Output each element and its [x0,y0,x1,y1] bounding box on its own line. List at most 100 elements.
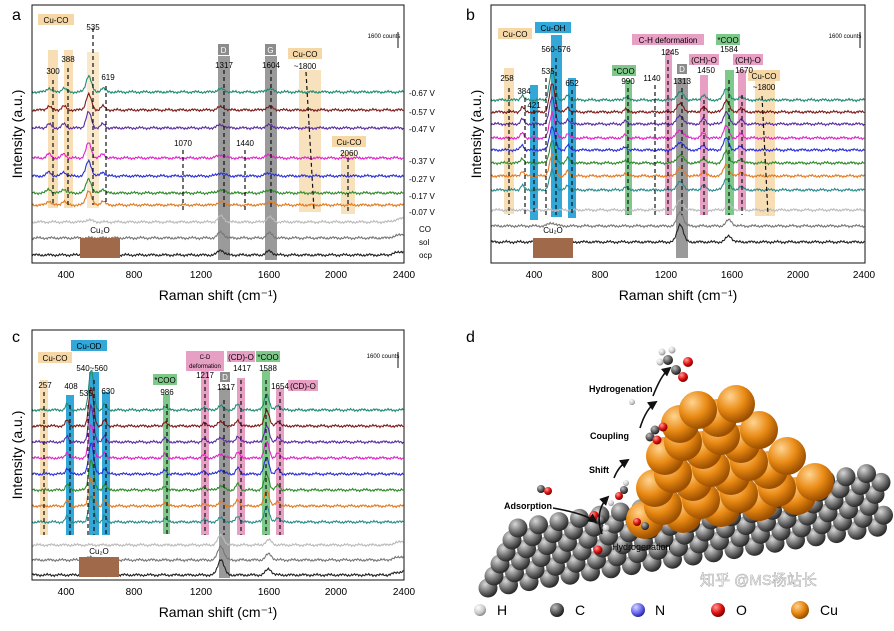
svg-text:1317: 1317 [215,61,233,70]
adsorbate-atom [629,399,635,405]
tag-a-cuco1-text: Cu-CO [44,16,69,25]
tag-a-g [265,44,276,55]
adsorbate-atom [608,500,614,506]
svg-text:1600: 1600 [721,270,744,281]
svg-text:1200: 1200 [190,587,213,598]
adsorbate-atom [683,357,693,367]
svg-text:O: O [736,602,747,618]
tag-a-cuco2-text: Cu-CO [293,50,318,59]
adsorbate-atom [656,358,664,366]
cu2o-label-c: Cu₂O [89,547,109,556]
substrate-atom [874,505,893,525]
watermark: 知乎 @MS杨站长 [700,572,817,589]
trace-line [490,126,865,153]
svg-text:-0.37 V: -0.37 V [409,157,435,166]
svg-text:2060: 2060 [340,149,358,158]
svg-text:258: 258 [500,74,514,83]
svg-text:(CH)-O: (CH)-O [691,56,717,65]
svg-text:1070: 1070 [174,139,192,148]
trace-line [31,177,404,196]
svg-text:388: 388 [61,55,75,64]
adsorbate-atom [658,348,666,356]
tags-a: Cu-CO D G Cu-CO Cu-CO [38,14,366,147]
trace-line [490,67,865,103]
traces-c [31,369,404,578]
svg-text:1245: 1245 [661,48,679,57]
legend-h-icon [474,604,486,616]
adsorbate-atom [652,435,662,445]
svg-text:-0.17 V: -0.17 V [409,192,435,201]
trace-line [31,190,404,208]
frame-c [31,329,405,581]
svg-text:2400: 2400 [393,587,416,598]
cu2o-box-a [80,238,120,258]
step-hydrogenation-top: Hydrogenation [589,384,653,394]
trace-line [490,152,865,179]
ylabel-c: Intensity (a.u.) [9,411,25,500]
substrate-atom [857,464,876,484]
svg-text:1654: 1654 [271,382,289,391]
svg-text:*COO: *COO [717,36,738,45]
svg-text:986: 986 [160,388,174,397]
svg-text:652: 652 [565,79,579,88]
trace-line [31,74,404,95]
svg-text:400: 400 [58,587,75,598]
svg-text:Cu-CO: Cu-CO [43,354,68,363]
svg-text:384: 384 [517,87,531,96]
svg-text:~1800: ~1800 [294,62,317,71]
panel-d: d Hydrogenation Coupling Shift Adsorptio… [466,329,893,619]
adsorbate-atom [544,487,552,495]
frame-b [490,4,866,264]
substrate-atom [549,512,569,532]
svg-text:ocp: ocp [419,251,432,260]
svg-text:800: 800 [126,270,143,281]
svg-text:-0.27 V: -0.27 V [409,175,435,184]
pathway-arrows [552,366,672,535]
svg-text:990: 990 [621,77,635,86]
svg-text:*COO: *COO [257,353,278,362]
step-hydrogenation-bottom: Hydrogenation [612,542,671,552]
cu-atom [796,463,834,501]
potential-labels-a: -0.67 V -0.57 V -0.47 V -0.37 V -0.27 V … [409,89,435,260]
svg-text:1600: 1600 [258,587,281,598]
svg-text:2400: 2400 [393,270,416,281]
svg-text:(CH)-O: (CH)-O [735,56,761,65]
adsorbate-atom [671,365,681,375]
svg-text:1317: 1317 [217,383,235,392]
svg-text:800: 800 [126,587,143,598]
panel-b: b Cu₂O [466,4,876,303]
svg-text:Cu: Cu [820,602,838,618]
tag-a-cuco1 [38,14,74,25]
svg-text:Cu-OH: Cu-OH [541,24,566,33]
trace-line [490,110,865,141]
svg-text:2000: 2000 [325,270,348,281]
band-a-1800 [299,70,321,212]
cu-atom [740,411,778,449]
panel-a: a Cu₂O Cu-CO D [9,4,435,303]
svg-text:Cu-CO: Cu-CO [752,72,777,81]
trace-line [31,532,404,548]
svg-text:535: 535 [79,389,93,398]
svg-text:1670: 1670 [735,66,753,75]
atom-legend: H C N O Cu [474,601,838,619]
band-a-388 [64,50,73,208]
trace-line [490,198,865,213]
substrate-atom [508,518,528,538]
adsorbate-atom [645,432,655,442]
adsorbate-atom [658,422,668,432]
adsorbate-atom [620,486,628,494]
cu2o-label-a: Cu₂O [90,226,110,235]
adsorbate-atom [593,545,603,555]
svg-text:800: 800 [592,270,609,281]
tag-a-d-text: D [221,46,227,55]
adsorbate-atom [615,492,623,500]
trace-line [31,110,404,131]
svg-text:535: 535 [86,23,100,32]
cu-atom [679,391,717,429]
tag-a-cuco3 [332,136,366,147]
svg-text:630: 630 [101,387,115,396]
svg-text:619: 619 [101,73,115,82]
substrate-atom [871,472,891,492]
legend-cu-icon [791,601,809,619]
